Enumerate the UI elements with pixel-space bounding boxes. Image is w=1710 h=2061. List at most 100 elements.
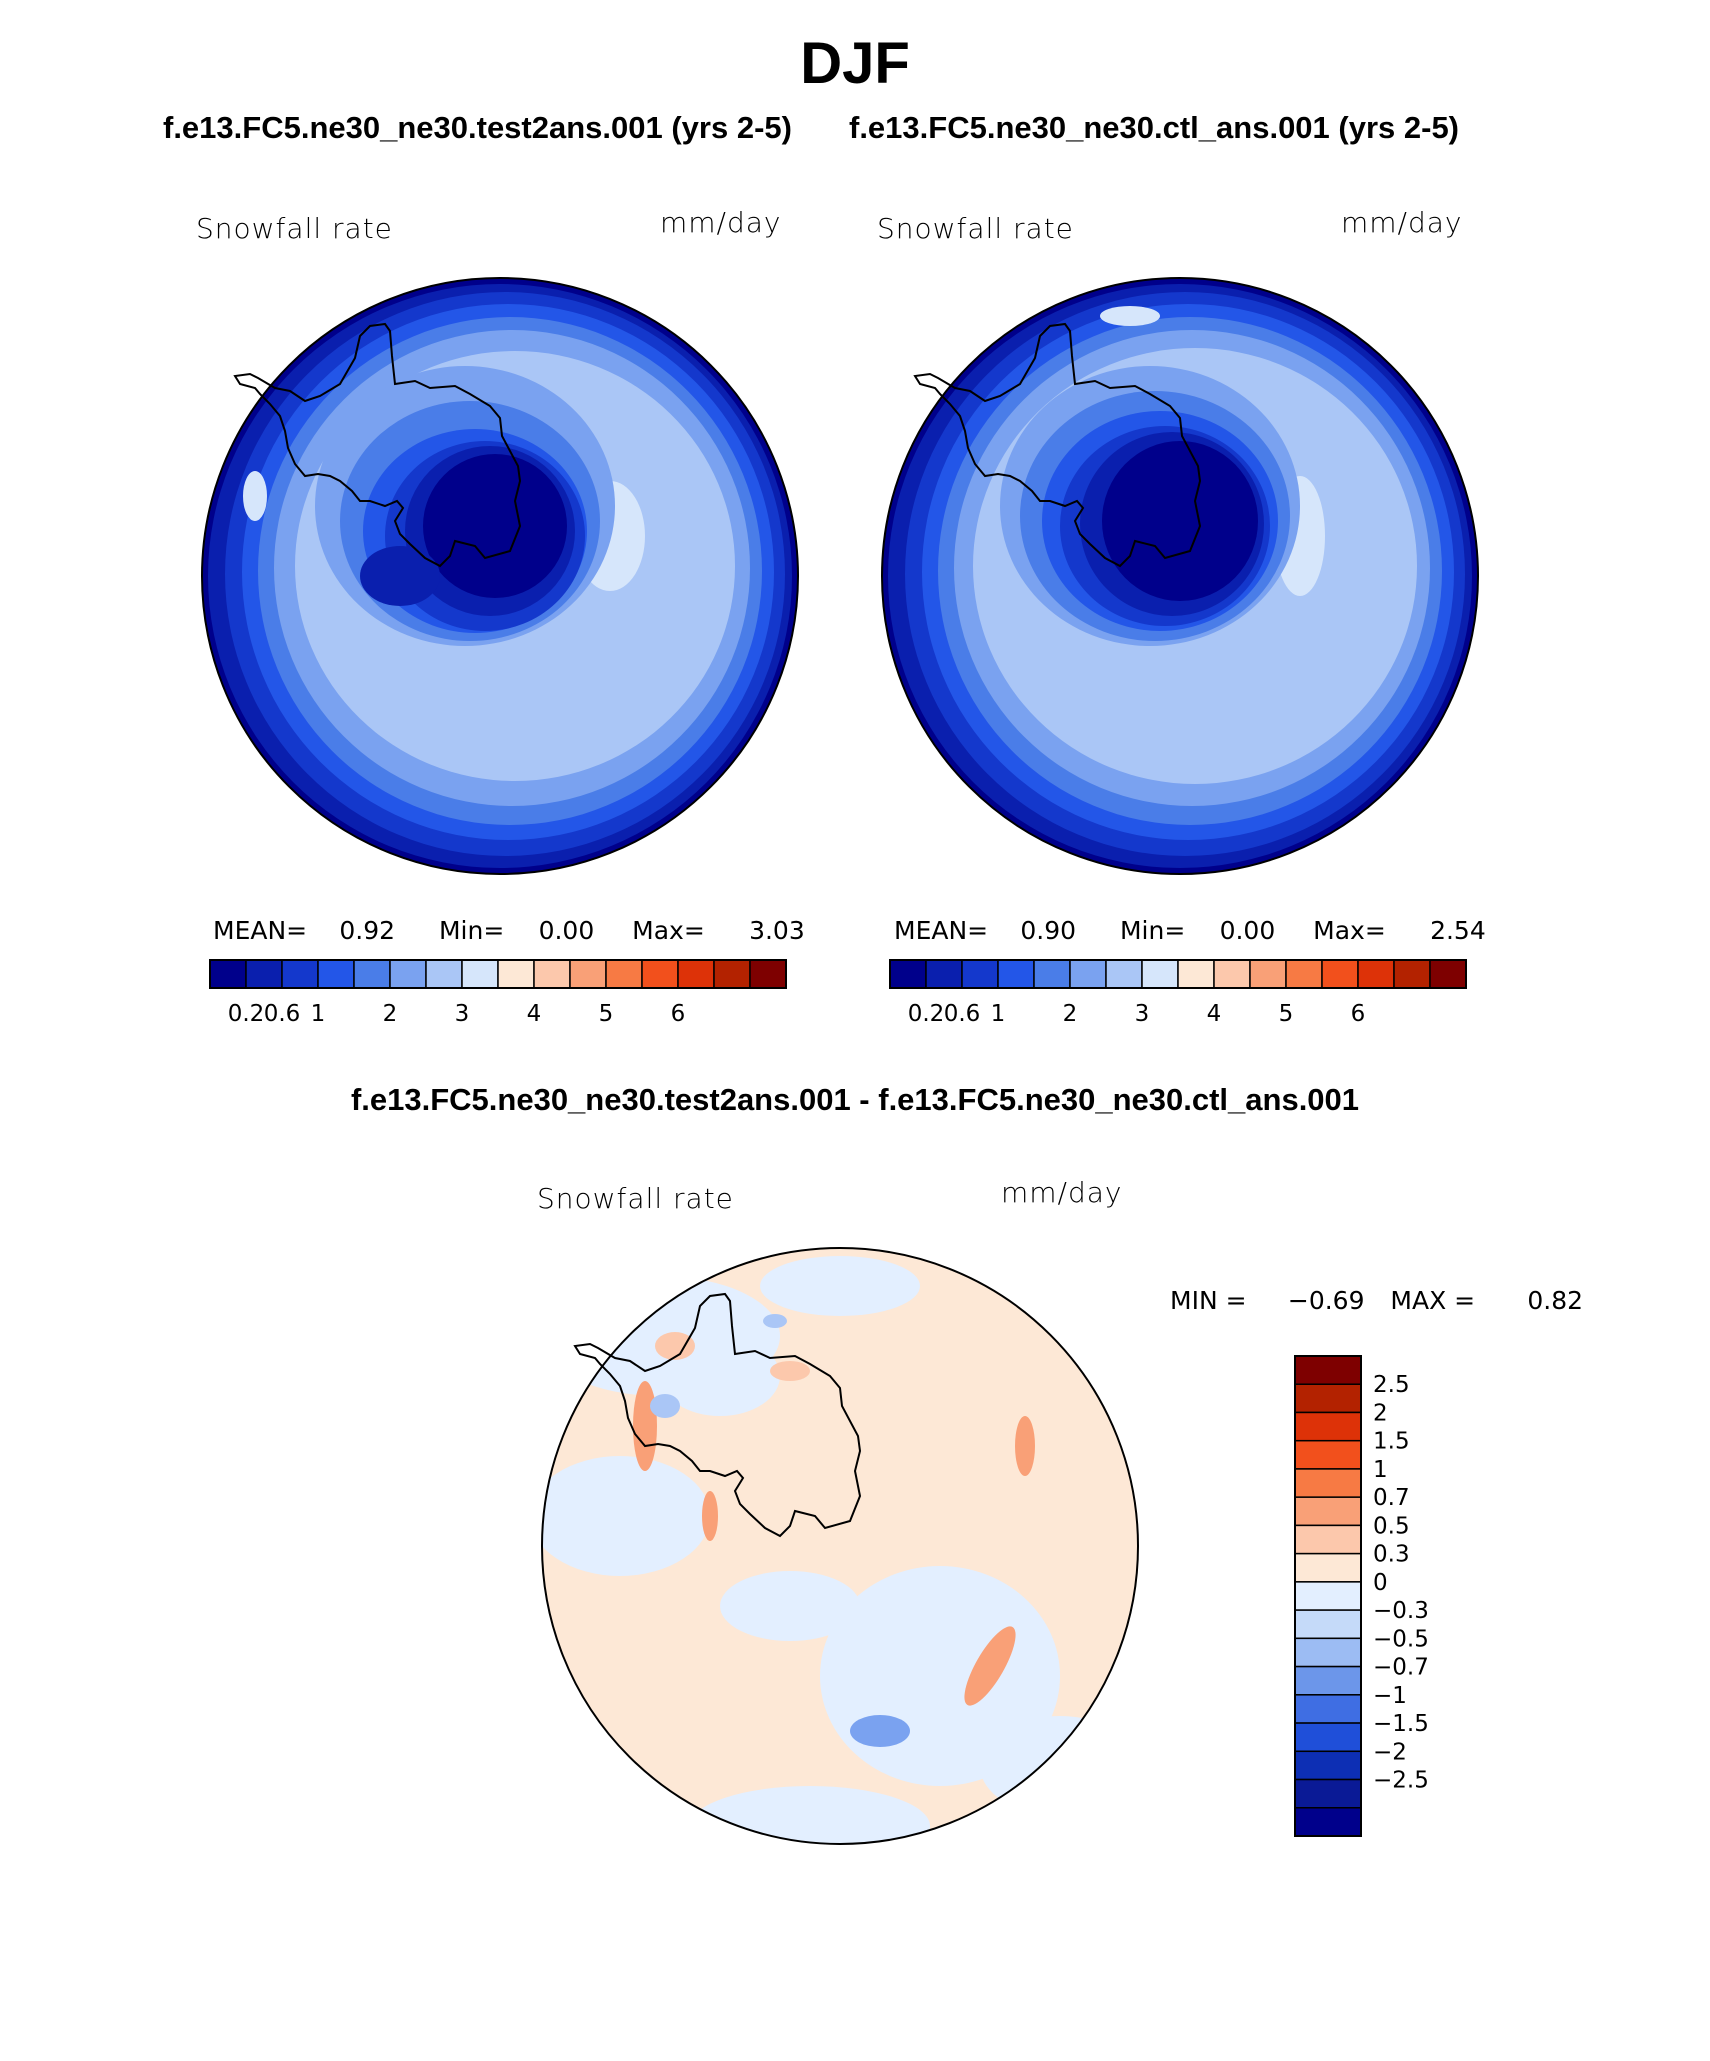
colorbar-swatch (1294, 1750, 1362, 1781)
colorbar-swatch (889, 959, 927, 989)
case2-header: f.e13.FC5.ne30_ne30.ctl_ans.001 (yrs 2-5… (849, 110, 1460, 145)
colorbar-swatch (1249, 959, 1287, 989)
colorbar-swatch (1294, 1524, 1362, 1555)
colorbar-swatch (209, 959, 247, 989)
max-value: 2.54 (1430, 916, 1486, 945)
colorbar-test: 0.2 0.6 1 2 3 4 5 6 (209, 959, 787, 1027)
colorbar-swatch (1321, 959, 1359, 989)
colorbar-swatch (497, 959, 535, 989)
diff-header: f.e13.FC5.ne30_ne30.test2ans.001 - f.e13… (350, 1082, 1360, 1117)
map-border (541, 1247, 1139, 1845)
antarctica-coastline (233, 322, 522, 568)
field-contours (542, 1248, 1138, 1844)
panel1-units: mm/day (660, 206, 782, 239)
colorbar-swatch (749, 959, 787, 989)
antarctica-coastline (913, 322, 1202, 568)
colorbar-tick-label: −0.3 (1373, 1598, 1429, 1624)
min-label: Min= (438, 916, 505, 945)
colorbar-tick-label: 2.5 (1373, 1372, 1410, 1398)
colorbar-tick-label: 3 (1135, 1001, 1150, 1027)
max-label: Max= (632, 916, 705, 945)
colorbar-swatch (713, 959, 751, 989)
colorbar-swatch (425, 959, 463, 989)
colorbar-frame (889, 959, 1467, 989)
colorbar-tick-label: 0.3 (1373, 1542, 1410, 1568)
colorbar-tick-label: 2 (1373, 1400, 1388, 1426)
max-value: 0.82 (1527, 1286, 1584, 1315)
colorbar-swatch (1294, 1637, 1362, 1668)
colorbar-tick-label: 2 (1063, 1001, 1078, 1027)
mean-value: 0.92 (339, 916, 396, 945)
map-difference-snowfall (541, 1247, 1139, 1845)
min-label: Min= (1119, 916, 1186, 945)
colorbar-tick-label: −0.7 (1373, 1655, 1429, 1681)
panel3-units: mm/day (1001, 1176, 1123, 1209)
colorbar-control: 0.2 0.6 1 2 3 4 5 6 (889, 959, 1467, 1027)
colorbar-swatch (677, 959, 715, 989)
colorbar-swatch (1294, 1722, 1362, 1753)
map-border (881, 277, 1479, 875)
colorbar-tick-label: 0.6 (944, 1001, 981, 1027)
colorbar-swatch (1294, 1552, 1362, 1583)
colorbar-swatch (1294, 1355, 1362, 1385)
colorbar-swatch (1069, 959, 1107, 989)
colorbar-swatch (1294, 1609, 1362, 1640)
colorbar-swatch (1294, 1665, 1362, 1696)
colorbar-tick-label: 0.7 (1373, 1485, 1410, 1511)
page-title: DJF (800, 31, 910, 96)
map-border (201, 277, 799, 875)
colorbar-swatch (1177, 959, 1215, 989)
panel1-variable: Snowfall rate (196, 212, 393, 245)
colorbar-swatch (1429, 959, 1467, 989)
field-contours (202, 278, 798, 874)
colorbar-tick-label: −1.5 (1373, 1711, 1429, 1737)
colorbar-tick-label: 6 (1351, 1001, 1366, 1027)
colorbar-tick-label: −2 (1373, 1739, 1407, 1765)
colorbar-tick-label: 1.5 (1373, 1429, 1410, 1455)
colorbar-swatch (1294, 1778, 1362, 1809)
map-control-snowfall (881, 277, 1479, 875)
min-value: 0.00 (538, 916, 595, 945)
field-contours (882, 278, 1478, 874)
colorbar-swatch (389, 959, 427, 989)
colorbar-tick-label: 1 (311, 1001, 326, 1027)
colorbar-tick-label: −2.5 (1373, 1768, 1429, 1794)
colorbar-swatch (997, 959, 1035, 989)
colorbar-swatch (1294, 1496, 1362, 1527)
max-label: Max= (1313, 916, 1386, 945)
colorbar-tick-label: 5 (1279, 1001, 1294, 1027)
colorbar-frame (209, 959, 787, 989)
min-value: 0.00 (1219, 916, 1276, 945)
max-label: MAX = (1390, 1286, 1476, 1315)
colorbar-swatch (317, 959, 355, 989)
colorbar-tick-label: 5 (599, 1001, 614, 1027)
mean-label: MEAN= (894, 916, 989, 945)
colorbar-tick-label: 0 (1373, 1570, 1388, 1596)
colorbar-swatch (925, 959, 963, 989)
colorbar-tick-label: −0.5 (1373, 1626, 1429, 1652)
min-label: MIN = (1170, 1286, 1247, 1315)
colorbar-swatch (245, 959, 283, 989)
colorbar-tick-label: 0.5 (1373, 1513, 1410, 1539)
mean-value: 0.90 (1020, 916, 1077, 945)
colorbar-tick-label: 2 (383, 1001, 398, 1027)
colorbar-tick-label: 1 (1373, 1457, 1388, 1483)
colorbar-swatch (605, 959, 643, 989)
colorbar-swatch (461, 959, 499, 989)
colorbar-swatch (569, 959, 607, 989)
colorbar-swatch (1294, 1581, 1362, 1611)
colorbar-swatch (1294, 1383, 1362, 1414)
colorbar-tick-label: 1 (991, 1001, 1006, 1027)
colorbar-tick-label: −1 (1373, 1683, 1407, 1709)
panel2-units: mm/day (1341, 206, 1463, 239)
panel3-stats: MIN = −0.69 MAX = 0.82 (1170, 1286, 1583, 1315)
colorbar-swatch (1357, 959, 1395, 989)
colorbar-swatch (1393, 959, 1431, 989)
panel2-variable: Snowfall rate (877, 212, 1074, 245)
colorbar-swatch (1294, 1694, 1362, 1724)
colorbar-swatch (281, 959, 319, 989)
colorbar-swatch (641, 959, 679, 989)
max-value: 3.03 (749, 916, 805, 945)
colorbar-swatch (1141, 959, 1179, 989)
colorbar-tick-label: 6 (671, 1001, 686, 1027)
